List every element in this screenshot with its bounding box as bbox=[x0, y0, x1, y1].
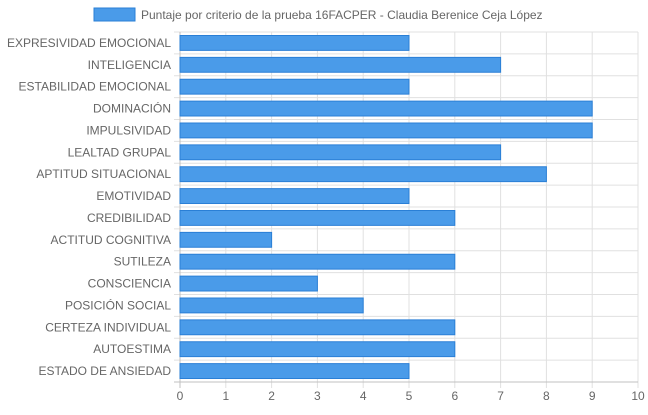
category-label: SUTILEZA bbox=[114, 255, 171, 269]
category-label: LEALTAD GRUPAL bbox=[68, 145, 172, 159]
category-label: ESTADO DE ANSIEDAD bbox=[39, 364, 172, 378]
x-tick-label: 3 bbox=[314, 389, 321, 403]
bars bbox=[179, 35, 593, 379]
category-label: APTITUD SITUACIONAL bbox=[36, 167, 171, 181]
bar[interactable] bbox=[179, 78, 410, 95]
x-tick-label: 5 bbox=[406, 389, 413, 403]
x-tick-label: 7 bbox=[497, 389, 504, 403]
category-label: ACTITUD COGNITIVA bbox=[51, 233, 171, 247]
x-tick-label: 6 bbox=[451, 389, 458, 403]
x-tick-label: 2 bbox=[268, 389, 275, 403]
legend-swatch[interactable] bbox=[93, 7, 136, 22]
bar[interactable] bbox=[179, 122, 593, 139]
bar[interactable] bbox=[179, 210, 456, 226]
category-label: DOMINACIÓN bbox=[93, 101, 171, 116]
legend[interactable]: Puntaje por criterio de la prueba 16FACP… bbox=[93, 7, 543, 22]
bar[interactable] bbox=[179, 35, 410, 51]
category-label: CONSCIENCIA bbox=[88, 277, 171, 291]
bar[interactable] bbox=[179, 231, 273, 248]
bar[interactable] bbox=[179, 363, 410, 379]
bar[interactable] bbox=[179, 144, 502, 161]
category-label: CREDIBILIDAD bbox=[87, 211, 171, 225]
category-label: AUTOESTIMA bbox=[93, 342, 171, 356]
category-label: CERTEZA INDIVIDUAL bbox=[45, 320, 171, 334]
bar[interactable] bbox=[179, 56, 502, 73]
x-axis-tick-labels: 0 1 2 3 4 5 6 7 8 9 10 bbox=[177, 389, 645, 403]
bar[interactable] bbox=[179, 275, 318, 292]
bar[interactable] bbox=[179, 319, 456, 336]
category-label: POSICIÓN SOCIAL bbox=[65, 297, 171, 312]
x-tick-label: 8 bbox=[543, 389, 550, 403]
x-tick-label: 1 bbox=[222, 389, 229, 403]
category-label: ESTABILIDAD EMOCIONAL bbox=[19, 80, 172, 94]
category-label: INTELIGENCIA bbox=[88, 58, 171, 72]
category-labels: EXPRESIVIDAD EMOCIONAL INTELIGENCIA ESTABI… bbox=[7, 36, 171, 378]
bar[interactable] bbox=[179, 166, 547, 183]
category-label: EXPRESIVIDAD EMOCIONAL bbox=[7, 36, 171, 50]
x-tick-label: 10 bbox=[631, 389, 645, 403]
bar[interactable] bbox=[179, 188, 410, 204]
x-tick-label: 9 bbox=[589, 389, 596, 403]
x-tick-label: 4 bbox=[360, 389, 367, 403]
bar[interactable] bbox=[179, 100, 593, 117]
category-label: EMOTIVIDAD bbox=[96, 189, 171, 203]
bar[interactable] bbox=[179, 341, 456, 358]
legend-label[interactable]: Puntaje por criterio de la prueba 16FACP… bbox=[141, 8, 543, 22]
x-tick-label: 0 bbox=[177, 389, 184, 403]
bar[interactable] bbox=[179, 297, 364, 314]
category-label: IMPULSIVIDAD bbox=[86, 123, 171, 137]
bar[interactable] bbox=[179, 253, 456, 270]
